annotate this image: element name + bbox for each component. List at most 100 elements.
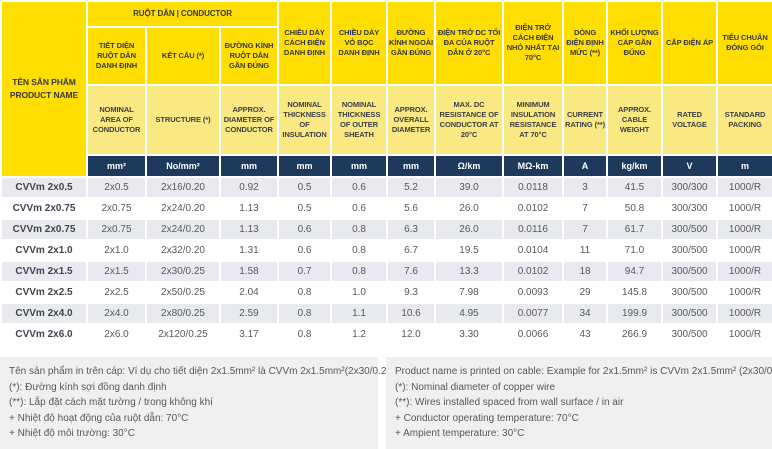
value-cell: 1.31 [218,239,280,262]
footnote-line: + Conductor operating temperature: 70°C [395,412,579,424]
value-cell: 1000/R [716,281,772,304]
footnotes: Tên sản phẩm in trên cáp: Ví dụ cho tiết… [0,357,772,449]
value-cell: 2x80/0.25 [145,302,221,325]
value-cell: 2x0.75 [86,218,147,241]
col-header-en-current-rating: CURRENT RATING (**) [562,84,609,156]
unit-rated-voltage: V [661,154,719,178]
value-cell: 2.59 [218,302,280,325]
value-cell: 1.1 [330,302,389,325]
value-cell: 0.6 [330,197,389,220]
col-header-vn-current-rating: DÒNG ĐIỆN ĐỊNH MỨC (**) [562,0,609,86]
product-name-cell: CVVm 2x2.5 [0,281,88,304]
col-header-en-insulation-thickness: NOMINAL THICKNESS OF INSULATION [277,84,333,156]
value-cell: 1.2 [330,323,389,346]
product-name-column-header: TÊN SẢN PHẨM PRODUCT NAME [0,0,88,178]
value-cell: 0.6 [277,218,333,241]
table-row: CVVm 2x6.0 2x6.0 2x120/0.25 3.17 0.8 1.2 12.0 3… [0,323,772,346]
value-cell: 300/500 [661,281,719,304]
value-cell: 3.30 [434,323,505,346]
value-cell: 0.0093 [502,281,565,304]
footnote-line: (*): Nominal diameter of copper wire [395,381,556,393]
value-cell: 39.0 [434,176,505,199]
value-cell: 0.8 [277,302,333,325]
value-cell: 41.5 [606,176,664,199]
col-header-vn-dc-resistance: ĐIỆN TRỞ DC TỐI ĐA CỦA RUỘT DẪN Ở 20°C [434,0,505,86]
value-cell: 11 [562,239,609,262]
value-cell: 34 [562,302,609,325]
product-name-cell: CVVm 2x0.5 [0,176,88,199]
value-cell: 5.2 [386,176,437,199]
unit-current-rating: A [562,154,609,178]
col-header-vn-overall-diameter: ĐƯỜNG KÍNH NGOÀI GẦN ĐÚNG [386,0,437,86]
value-cell: 0.92 [218,176,280,199]
value-cell: 3.17 [218,323,280,346]
value-cell: 1000/R [716,323,772,346]
value-cell: 1.58 [218,260,280,283]
footnote-line: Tên sản phẩm in trên cáp: Ví dụ cho tiết… [9,366,396,377]
value-cell: 26.0 [434,218,505,241]
table-row: CVVm 2x0.75 2x0.75 2x24/0.20 1.13 0.5 0.6 5.6 2… [0,197,772,220]
value-cell: 0.7 [277,260,333,283]
value-cell: 2x1.0 [86,239,147,262]
col-header-vn-rated-voltage: CẤP ĐIỆN ÁP [661,0,719,86]
value-cell: 10.6 [386,302,437,325]
value-cell: 2x0.5 [86,176,147,199]
value-cell: 7.98 [434,281,505,304]
unit-nominal-area: mm² [86,154,147,178]
footnote-line: (**): Lắp đặt cách mặt tường / trong khô… [9,397,213,408]
unit-insulation-resistance: MΩ-km [502,154,565,178]
value-cell: 6.3 [386,218,437,241]
value-cell: 0.8 [277,281,333,304]
value-cell: 2x16/0.20 [145,176,221,199]
value-cell: 7 [562,218,609,241]
table-row: CVVm 2x1.0 2x1.0 2x32/0.20 1.31 0.6 0.8 6.7 19.… [0,239,772,262]
value-cell: 43 [562,323,609,346]
value-cell: 0.8 [330,260,389,283]
product-name-cell: CVVm 2x0.75 [0,197,88,220]
unit-sheath-thickness: mm [330,154,389,178]
col-header-vn-standard-packing: TIÊU CHUẨN ĐÓNG GÓI [716,0,772,86]
product-name-cell: CVVm 2x1.0 [0,239,88,262]
footnote-line: (**): Wires installed spaced from wall s… [395,397,624,408]
value-cell: 6.7 [386,239,437,262]
value-cell: 29 [562,281,609,304]
col-header-en-standard-packing: STANDARD PACKING [716,84,772,156]
value-cell: 2x4.0 [86,302,147,325]
unit-overall-diameter: mm [386,154,437,178]
header-row-vietnamese: TIẾT DIỆN RUỘT DẪN DANH ĐỊNH KẾT CẤU (*)… [1,26,772,86]
value-cell: 2x32/0.20 [145,239,221,262]
value-cell: 300/500 [661,218,719,241]
value-cell: 0.0104 [502,239,565,262]
value-cell: 3 [562,176,609,199]
table-row: CVVm 2x0.5 2x0.5 2x16/0.20 0.92 0.5 0.6 5.2 39.… [0,176,772,199]
spec-table: TÊN SẢN PHẨM PRODUCT NAME RUỘT DẪN | CON… [0,0,772,346]
conductor-group-header: RUỘT DẪN | CONDUCTOR [85,0,280,28]
unit-conductor-diameter: mm [218,154,280,178]
product-name-header-vn: TÊN SẢN PHẨM [12,77,76,88]
value-cell: 0.8 [330,218,389,241]
value-cell: 1000/R [716,260,772,283]
value-cell: 0.8 [277,323,333,346]
value-cell: 0.5 [277,176,333,199]
value-cell: 9.3 [386,281,437,304]
product-name-cell: CVVm 2x1.5 [0,260,88,283]
value-cell: 2x6.0 [86,323,147,346]
footnote-line: + Nhiệt độ môi trường: 30°C [9,428,135,439]
footnote-line: + Ampient temperature: 30°C [395,428,525,439]
footnote-line: Product name is printed on cable: Exampl… [395,366,772,377]
col-header-en-insulation-resistance: MINIMUM INSULATION RESISTANCE AT 70°C [502,84,565,156]
value-cell: 12.0 [386,323,437,346]
footnote-line: (*): Đường kính sợi đồng danh định [9,381,167,393]
value-cell: 0.0102 [502,260,565,283]
col-header-en-overall-diameter: APPROX. OVERALL DIAMETER [386,84,437,156]
value-cell: 2x0.75 [86,197,147,220]
value-cell: 0.0066 [502,323,565,346]
table-row: CVVm 2x4.0 2x4.0 2x80/0.25 2.59 0.8 1.1 10.6 4.… [0,302,772,325]
value-cell: 0.8 [330,239,389,262]
value-cell: 5.6 [386,197,437,220]
value-cell: 1000/R [716,239,772,262]
col-header-vn-insulation-thickness: CHIỀU DÀY CÁCH ĐIỆN DANH ĐỊNH [277,0,333,86]
col-header-en-rated-voltage: RATED VOLTAGE [661,84,719,156]
value-cell: 50.8 [606,197,664,220]
